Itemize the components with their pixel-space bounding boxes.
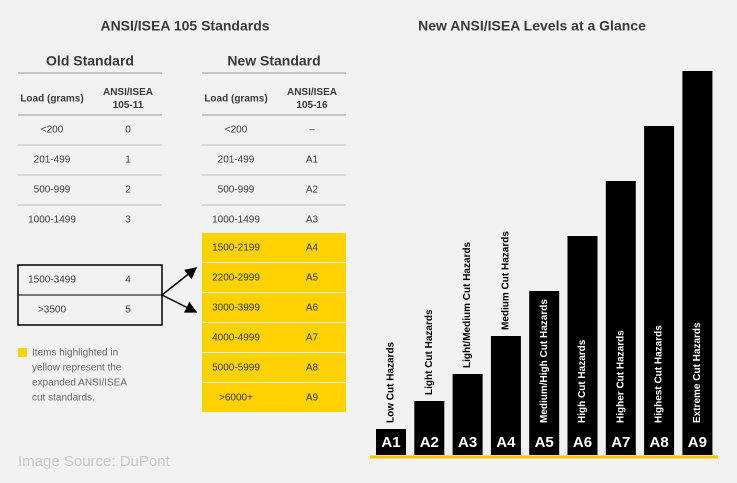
bar-category: A9: [688, 434, 707, 451]
cell: 1500-2199: [212, 243, 260, 254]
arrow: [161, 294, 198, 313]
bar-category: A3: [458, 434, 477, 451]
chart-title: New ANSI/ISEA Levels at a Glance: [418, 18, 646, 34]
cell: A6: [306, 303, 319, 314]
cell: 1000-1499: [28, 215, 76, 226]
cell: 1000-1499: [212, 215, 260, 226]
cell: –: [309, 125, 315, 136]
bar-label: Low Cut Hazards: [386, 341, 397, 423]
cell: <200: [225, 125, 248, 136]
header-cell: Load (grams): [204, 94, 267, 105]
header-cell: ANSI/ISEA: [287, 87, 337, 98]
cell: A5: [306, 273, 319, 284]
note: expanded ANSI/ISEA: [32, 378, 127, 389]
cell: <200: [41, 125, 64, 136]
cell: A9: [306, 393, 319, 404]
bar-label: High Cut Hazards: [577, 339, 588, 423]
bar-category: A1: [381, 434, 400, 451]
old-title: Old Standard: [46, 53, 134, 69]
bar-category: A2: [420, 434, 439, 451]
bar-label: Higher Cut Hazards: [615, 330, 626, 423]
highlight: [202, 353, 346, 382]
note: yellow represent the: [32, 363, 122, 374]
cell: 0: [125, 125, 131, 136]
highlight: [202, 323, 346, 352]
cell: A2: [306, 185, 319, 196]
legend-swatch: [18, 348, 27, 357]
cell: 4000-4999: [212, 333, 260, 344]
cell: 2: [125, 185, 131, 196]
bar-label: Highest Cut Hazards: [654, 325, 665, 423]
note: cut standards.: [32, 393, 95, 404]
cell: 4: [125, 275, 131, 286]
cell: 5: [125, 305, 131, 316]
cell: 5000-5999: [212, 363, 260, 374]
bar-category: A8: [650, 434, 669, 451]
cell: >6000+: [219, 393, 253, 404]
cell: A8: [306, 363, 319, 374]
bar: [567, 236, 598, 455]
bar: [490, 336, 521, 455]
cell: 201-499: [34, 155, 71, 166]
bar-label: Extreme Cut Hazards: [692, 322, 703, 423]
header-cell: Load (grams): [20, 94, 83, 105]
left-title: ANSI/ISEA 105 Standards: [100, 18, 269, 34]
bar: [376, 429, 406, 455]
cell: A1: [306, 155, 319, 166]
bar-category: A4: [496, 434, 516, 451]
header-cell: ANSI/ISEA: [103, 87, 153, 98]
bar-category: A6: [573, 434, 592, 451]
note: Items highlighted in: [32, 348, 118, 359]
bar-label: Light/Medium Cut Hazards: [462, 241, 473, 368]
cell: A3: [306, 215, 319, 226]
bar: [529, 291, 560, 455]
header-cell: 105-11: [113, 100, 144, 111]
cell: 201-499: [218, 155, 255, 166]
cell: 2200-2999: [212, 273, 260, 284]
bar-label: Light Cut Hazards: [424, 309, 435, 395]
cell: 500-999: [34, 185, 71, 196]
header-cell: 105-16: [296, 100, 328, 111]
highlight: [202, 383, 346, 412]
source: Image Source: DuPont: [18, 453, 171, 470]
cell: 500-999: [218, 185, 255, 196]
new-title: New Standard: [227, 53, 320, 69]
highlight: [202, 233, 346, 262]
cell: 3000-3999: [212, 303, 260, 314]
bar: [644, 126, 675, 455]
highlight: [202, 263, 346, 292]
bar: [682, 71, 713, 455]
cell: A7: [306, 333, 319, 344]
cell: >3500: [38, 305, 67, 316]
cell: 3: [125, 215, 131, 226]
bar: [605, 181, 636, 455]
cell: 1: [125, 155, 131, 166]
bar-category: A7: [611, 434, 630, 451]
arrow: [161, 267, 198, 296]
bar-label: Medium/High Cut Hazards: [539, 299, 550, 423]
bar-label: Medium Cut Hazards: [501, 231, 512, 330]
bar: [452, 374, 483, 455]
highlight: [202, 293, 346, 322]
cell: A4: [306, 243, 319, 254]
bar-category: A5: [535, 434, 554, 451]
bar: [414, 401, 445, 455]
cell: 1500-3499: [28, 275, 76, 286]
